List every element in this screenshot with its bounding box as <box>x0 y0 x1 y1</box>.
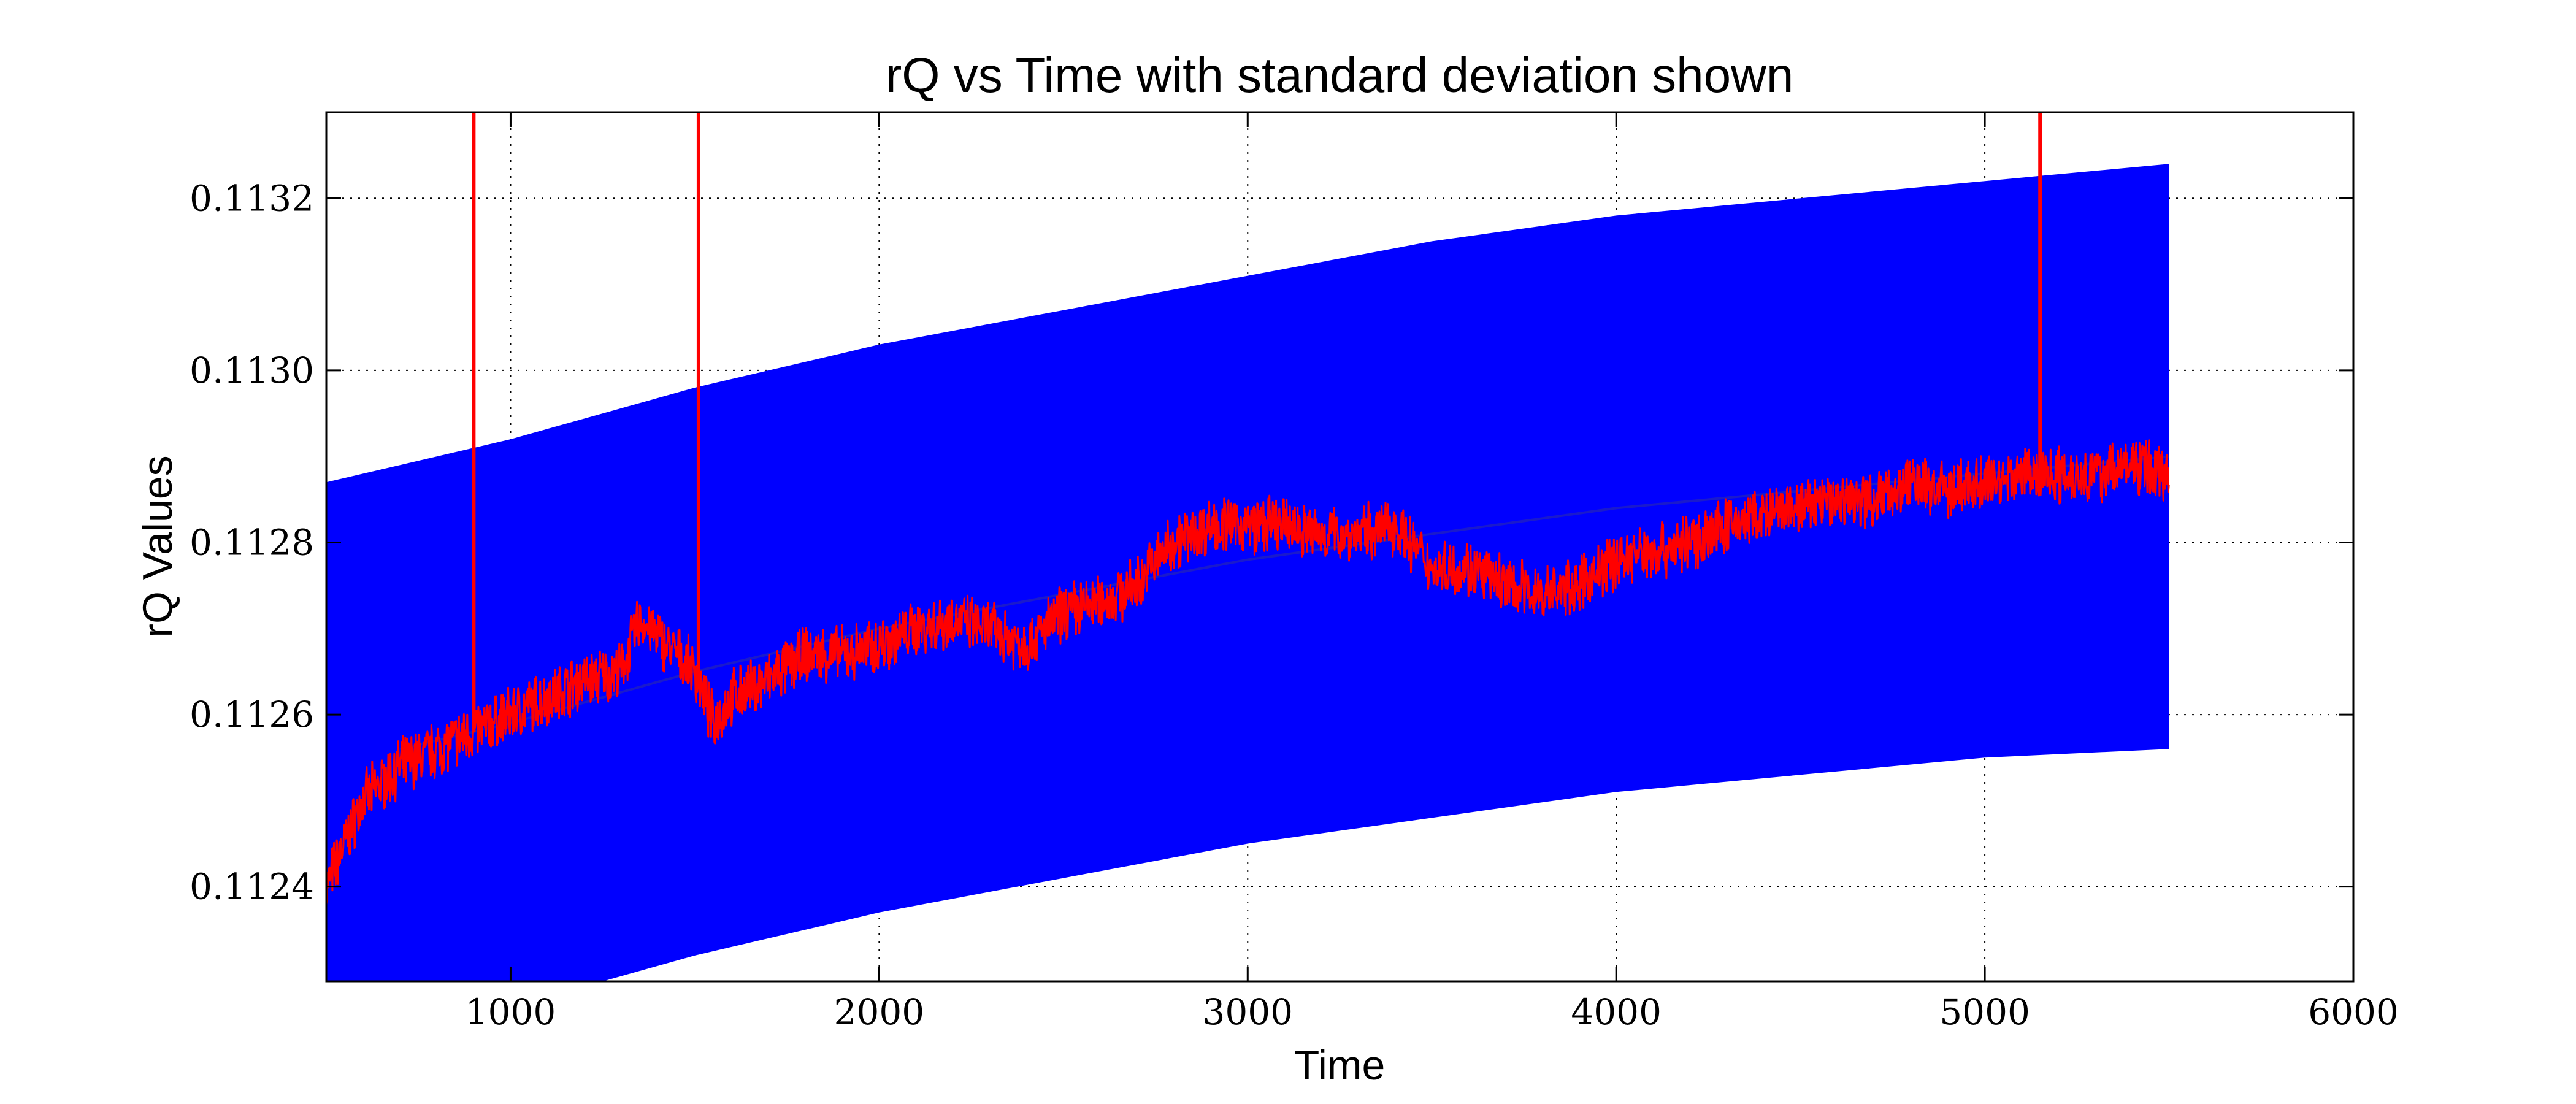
y-tick-label: 0.1124 <box>190 866 314 908</box>
x-tick-label: 3000 <box>1202 991 1293 1033</box>
y-axis-label: rQ Values <box>134 455 181 637</box>
y-tick-label: 0.1128 <box>190 521 314 563</box>
x-tick-label: 2000 <box>834 991 925 1033</box>
x-tick-label: 6000 <box>2308 991 2399 1033</box>
x-tick-label: 4000 <box>1571 991 1662 1033</box>
raw-series-line <box>326 439 2170 905</box>
std-deviation-band <box>326 164 2169 981</box>
axis-ticks: 1000 2000 3000 4000 5000 6000 0.1124 0.1126 0.11… <box>190 112 2399 1033</box>
x-axis-label: Time <box>1294 1042 1386 1089</box>
y-tick-label: 0.1130 <box>190 350 314 391</box>
chart-title: rQ vs Time with standard deviation shown <box>886 48 1794 102</box>
x-tick-label: 1000 <box>466 991 556 1033</box>
y-tick-label: 0.1126 <box>190 694 314 735</box>
data-layer <box>326 112 2170 981</box>
y-tick-label: 0.1132 <box>190 177 314 219</box>
x-tick-label: 5000 <box>1939 991 2030 1033</box>
plot-frame <box>325 111 2355 983</box>
